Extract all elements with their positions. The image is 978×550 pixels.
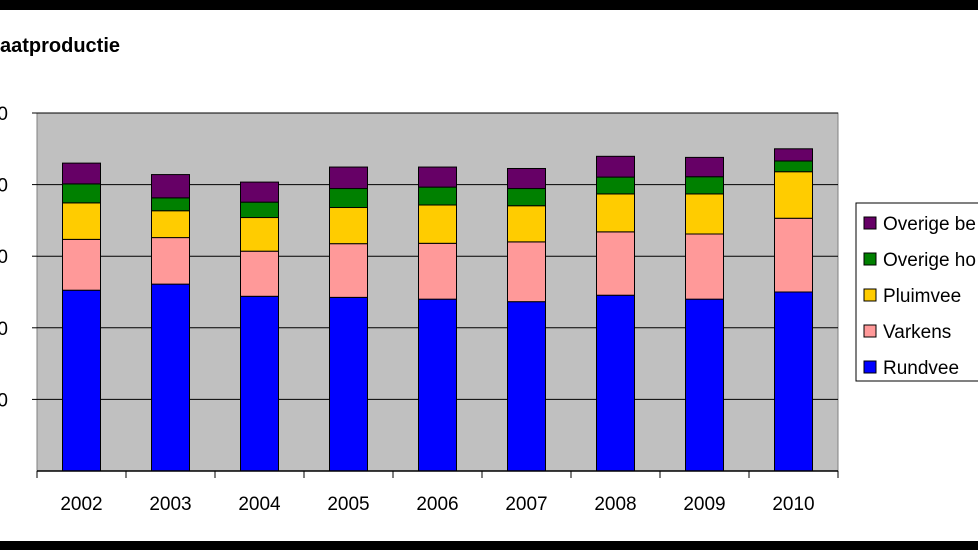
bar-overige-be-2009	[685, 156, 724, 178]
bar-rundvee-2005	[329, 296, 368, 472]
bar-pluimvee-2006	[418, 204, 457, 244]
bar-varkens-2002	[62, 238, 101, 291]
legend: Overige be Overige ho Pluimvee Varkens Rundv…	[855, 202, 978, 382]
bar-rundvee-2004	[240, 295, 279, 472]
bar-varkens-2007	[507, 241, 546, 303]
legend-swatch-overige-ho	[863, 252, 877, 266]
bar-pluimvee-2008	[596, 193, 635, 233]
legend-swatch-rundvee	[863, 360, 877, 374]
bar-varkens-2005	[329, 243, 368, 298]
legend-swatch-varkens	[863, 324, 877, 338]
bar-varkens-2006	[418, 242, 457, 300]
x-tick-label: 2004	[238, 494, 281, 515]
bar-overige-ho-2002	[62, 183, 101, 204]
bar-overige-be-2005	[329, 166, 368, 190]
bar-rundvee-2009	[685, 298, 724, 472]
bar-overige-ho-2005	[329, 188, 368, 209]
legend-label-overige-be: Overige be	[883, 214, 976, 235]
bar-overige-ho-2010	[774, 160, 813, 173]
bar-overige-be-2003	[151, 174, 190, 199]
bar-overige-be-2010	[774, 148, 813, 162]
bar-overige-be-2002	[62, 162, 101, 185]
bar-pluimvee-2004	[240, 217, 279, 252]
bar-overige-ho-2009	[685, 176, 724, 195]
bar-overige-be-2007	[507, 167, 546, 190]
y-tick-label: 0	[0, 247, 8, 268]
y-tick-label: 0	[0, 176, 8, 197]
bar-pluimvee-2003	[151, 210, 190, 239]
bar-varkens-2008	[596, 231, 635, 296]
bar-pluimvee-2002	[62, 202, 101, 240]
plot-area-group: 0 0 0 0 0 2002 2003 2004 2005 2006 2007 2008 2009 201…	[0, 104, 839, 515]
bar-rundvee-2006	[418, 298, 457, 472]
y-tick-label: 0	[0, 390, 8, 411]
bar-overige-ho-2008	[596, 176, 635, 195]
bar-varkens-2010	[774, 217, 813, 293]
legend-label-pluimvee: Pluimvee	[883, 286, 961, 307]
stacked-bar-chart: aatproductie 0 0 0 0 0 2002 2003 2004 2005 2006 20…	[0, 35, 978, 515]
x-tick-label: 2008	[594, 494, 636, 515]
bar-overige-be-2006	[418, 166, 457, 188]
bar-overige-ho-2007	[507, 188, 546, 207]
bar-rundvee-2007	[507, 301, 546, 472]
bar-rundvee-2003	[151, 283, 190, 472]
chart-frame: aatproductie 0 0 0 0 0 2002 2003 2004 2005 2006 20…	[0, 10, 978, 541]
legend-label-overige-ho: Overige ho	[883, 250, 976, 271]
x-tick-label: 2002	[60, 494, 102, 515]
y-tick-label: 0	[0, 104, 8, 125]
bar-overige-ho-2004	[240, 201, 279, 219]
bar-pluimvee-2005	[329, 207, 368, 245]
legend-label-rundvee: Rundvee	[883, 358, 959, 379]
bar-overige-ho-2003	[151, 197, 190, 212]
legend-swatch-pluimvee	[863, 288, 877, 302]
bar-varkens-2004	[240, 250, 279, 297]
bar-rundvee-2008	[596, 294, 635, 472]
legend-swatch-overige-be	[863, 216, 877, 230]
bar-overige-be-2008	[596, 155, 635, 178]
x-tick-label: 2010	[772, 494, 814, 515]
bar-pluimvee-2010	[774, 171, 813, 219]
bar-varkens-2003	[151, 237, 190, 285]
x-tick-label: 2006	[416, 494, 458, 515]
x-tick-label: 2003	[149, 494, 191, 515]
x-tick-label: 2007	[505, 494, 547, 515]
x-tick-label: 2009	[683, 494, 725, 515]
x-tick-label: 2005	[327, 494, 369, 515]
y-tick-label: 0	[0, 319, 8, 340]
chart-title: aatproductie	[0, 35, 120, 57]
bar-rundvee-2002	[62, 289, 101, 472]
bar-overige-be-2004	[240, 181, 279, 203]
bar-rundvee-2010	[774, 291, 813, 472]
bar-varkens-2009	[685, 233, 724, 300]
legend-label-varkens: Varkens	[883, 322, 951, 343]
bar-pluimvee-2009	[685, 193, 724, 235]
bar-pluimvee-2007	[507, 205, 546, 243]
bar-overige-ho-2006	[418, 186, 457, 206]
